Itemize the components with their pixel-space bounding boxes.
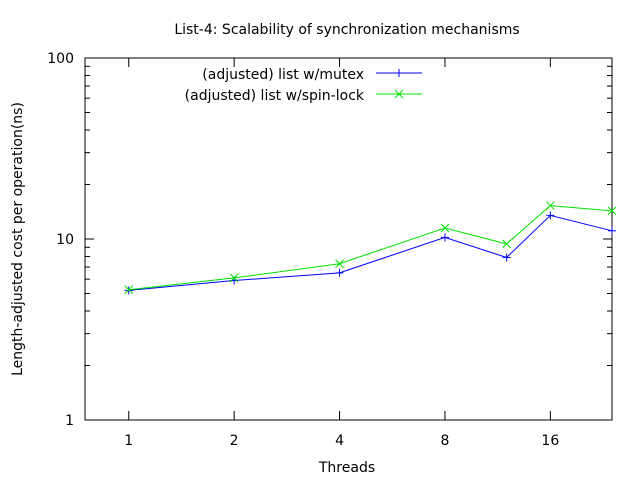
legend-marker-0 <box>395 69 403 77</box>
legend-marker-1 <box>394 89 404 99</box>
marker-stroke <box>545 201 555 210</box>
data-point-0 <box>502 253 511 262</box>
x-tick-label: 1 <box>124 433 133 449</box>
y-tick-label: 1 <box>65 413 74 429</box>
data-point-0 <box>546 211 555 220</box>
y-tick-label: 100 <box>47 51 74 67</box>
legend: (adjusted) list w/mutex (adjusted) list … <box>185 67 422 104</box>
marker-stroke <box>502 239 511 249</box>
axis-ticks: 1 2 4 8 16 1 10 100 <box>47 51 612 449</box>
marker-stroke <box>124 285 134 295</box>
data-point-0 <box>440 233 449 242</box>
x-axis-label: Threads <box>318 460 375 476</box>
marker-stroke <box>440 223 450 233</box>
data-point-1 <box>335 259 344 269</box>
data-point-1 <box>229 273 239 283</box>
data-point-1 <box>440 223 450 233</box>
data-point-0 <box>124 286 133 295</box>
chart-title: List-4: Scalability of synchronization m… <box>174 22 519 38</box>
series-line-1 <box>128 205 613 291</box>
marker-stroke <box>229 273 239 283</box>
x-tick-label: 16 <box>541 433 559 449</box>
data-point-0 <box>608 226 616 235</box>
y-axis-label: Length-adjusted cost per operation(ns) <box>10 102 26 376</box>
series-layer <box>124 201 617 295</box>
data-point-1 <box>607 206 617 216</box>
marker-stroke <box>394 89 404 99</box>
data-point-1 <box>124 285 134 295</box>
x-tick-label: 8 <box>440 433 449 449</box>
data-point-0 <box>335 268 344 277</box>
marker-stroke <box>607 206 617 216</box>
marker-stroke <box>335 259 344 269</box>
y-tick-label: 10 <box>56 232 74 248</box>
data-point-1 <box>545 201 555 210</box>
legend-label-spin-lock: (adjusted) list w/spin-lock <box>185 88 365 104</box>
data-point-1 <box>502 239 511 249</box>
plot-frame <box>84 57 613 421</box>
x-tick-label: 2 <box>230 433 239 449</box>
legend-label-mutex: (adjusted) list w/mutex <box>202 67 364 83</box>
x-tick-label: 4 <box>335 433 344 449</box>
